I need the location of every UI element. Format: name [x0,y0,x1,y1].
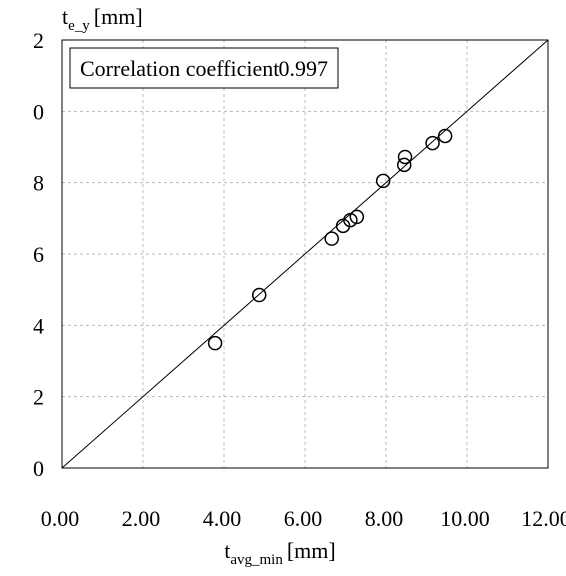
point [397,149,413,165]
point [425,135,440,151]
point [324,231,339,246]
x-tick-label: 8.00 [365,506,404,531]
point [207,335,223,351]
x-tick-label: 12.00 [521,506,566,531]
y-tick-label: 4 [33,313,44,338]
y-tick-label: 0 [33,99,44,124]
x-tick-label: 0.00 [41,506,80,531]
annotation-label: Correlation coefficient [80,56,279,81]
y-tick-label: 2 [33,385,44,410]
y-label-unit: [mm] [94,4,143,29]
y-tick-label: 8 [33,171,44,196]
y-tick-label: 0 [33,456,44,481]
x-axis-label: tavg_min [mm] [224,538,336,568]
x-tick-label: 2.00 [122,506,161,531]
x-tick-label: 6.00 [284,506,323,531]
y-axis-label: te_y [mm] [62,4,143,34]
plot-frame [61,39,549,469]
point [343,212,358,228]
y-tick-label: 2 [33,28,44,53]
y-label-sub: e_y [68,18,90,34]
reference-line [61,39,549,469]
x-tick-label: 4.00 [203,506,242,531]
point [437,128,453,144]
annotation-value: 0.997 [279,56,329,81]
point [251,287,267,303]
point [375,173,391,189]
x-label-sub: avg_min [230,552,283,568]
x-label-unit: [mm] [287,538,336,563]
y-tick-label: 6 [33,242,44,267]
x-tick-label: 10.00 [440,506,490,531]
point [396,157,412,173]
x-label-base: t [224,538,230,563]
point [349,209,365,225]
annotation-box [69,47,339,89]
y-label-base: t [62,4,68,29]
